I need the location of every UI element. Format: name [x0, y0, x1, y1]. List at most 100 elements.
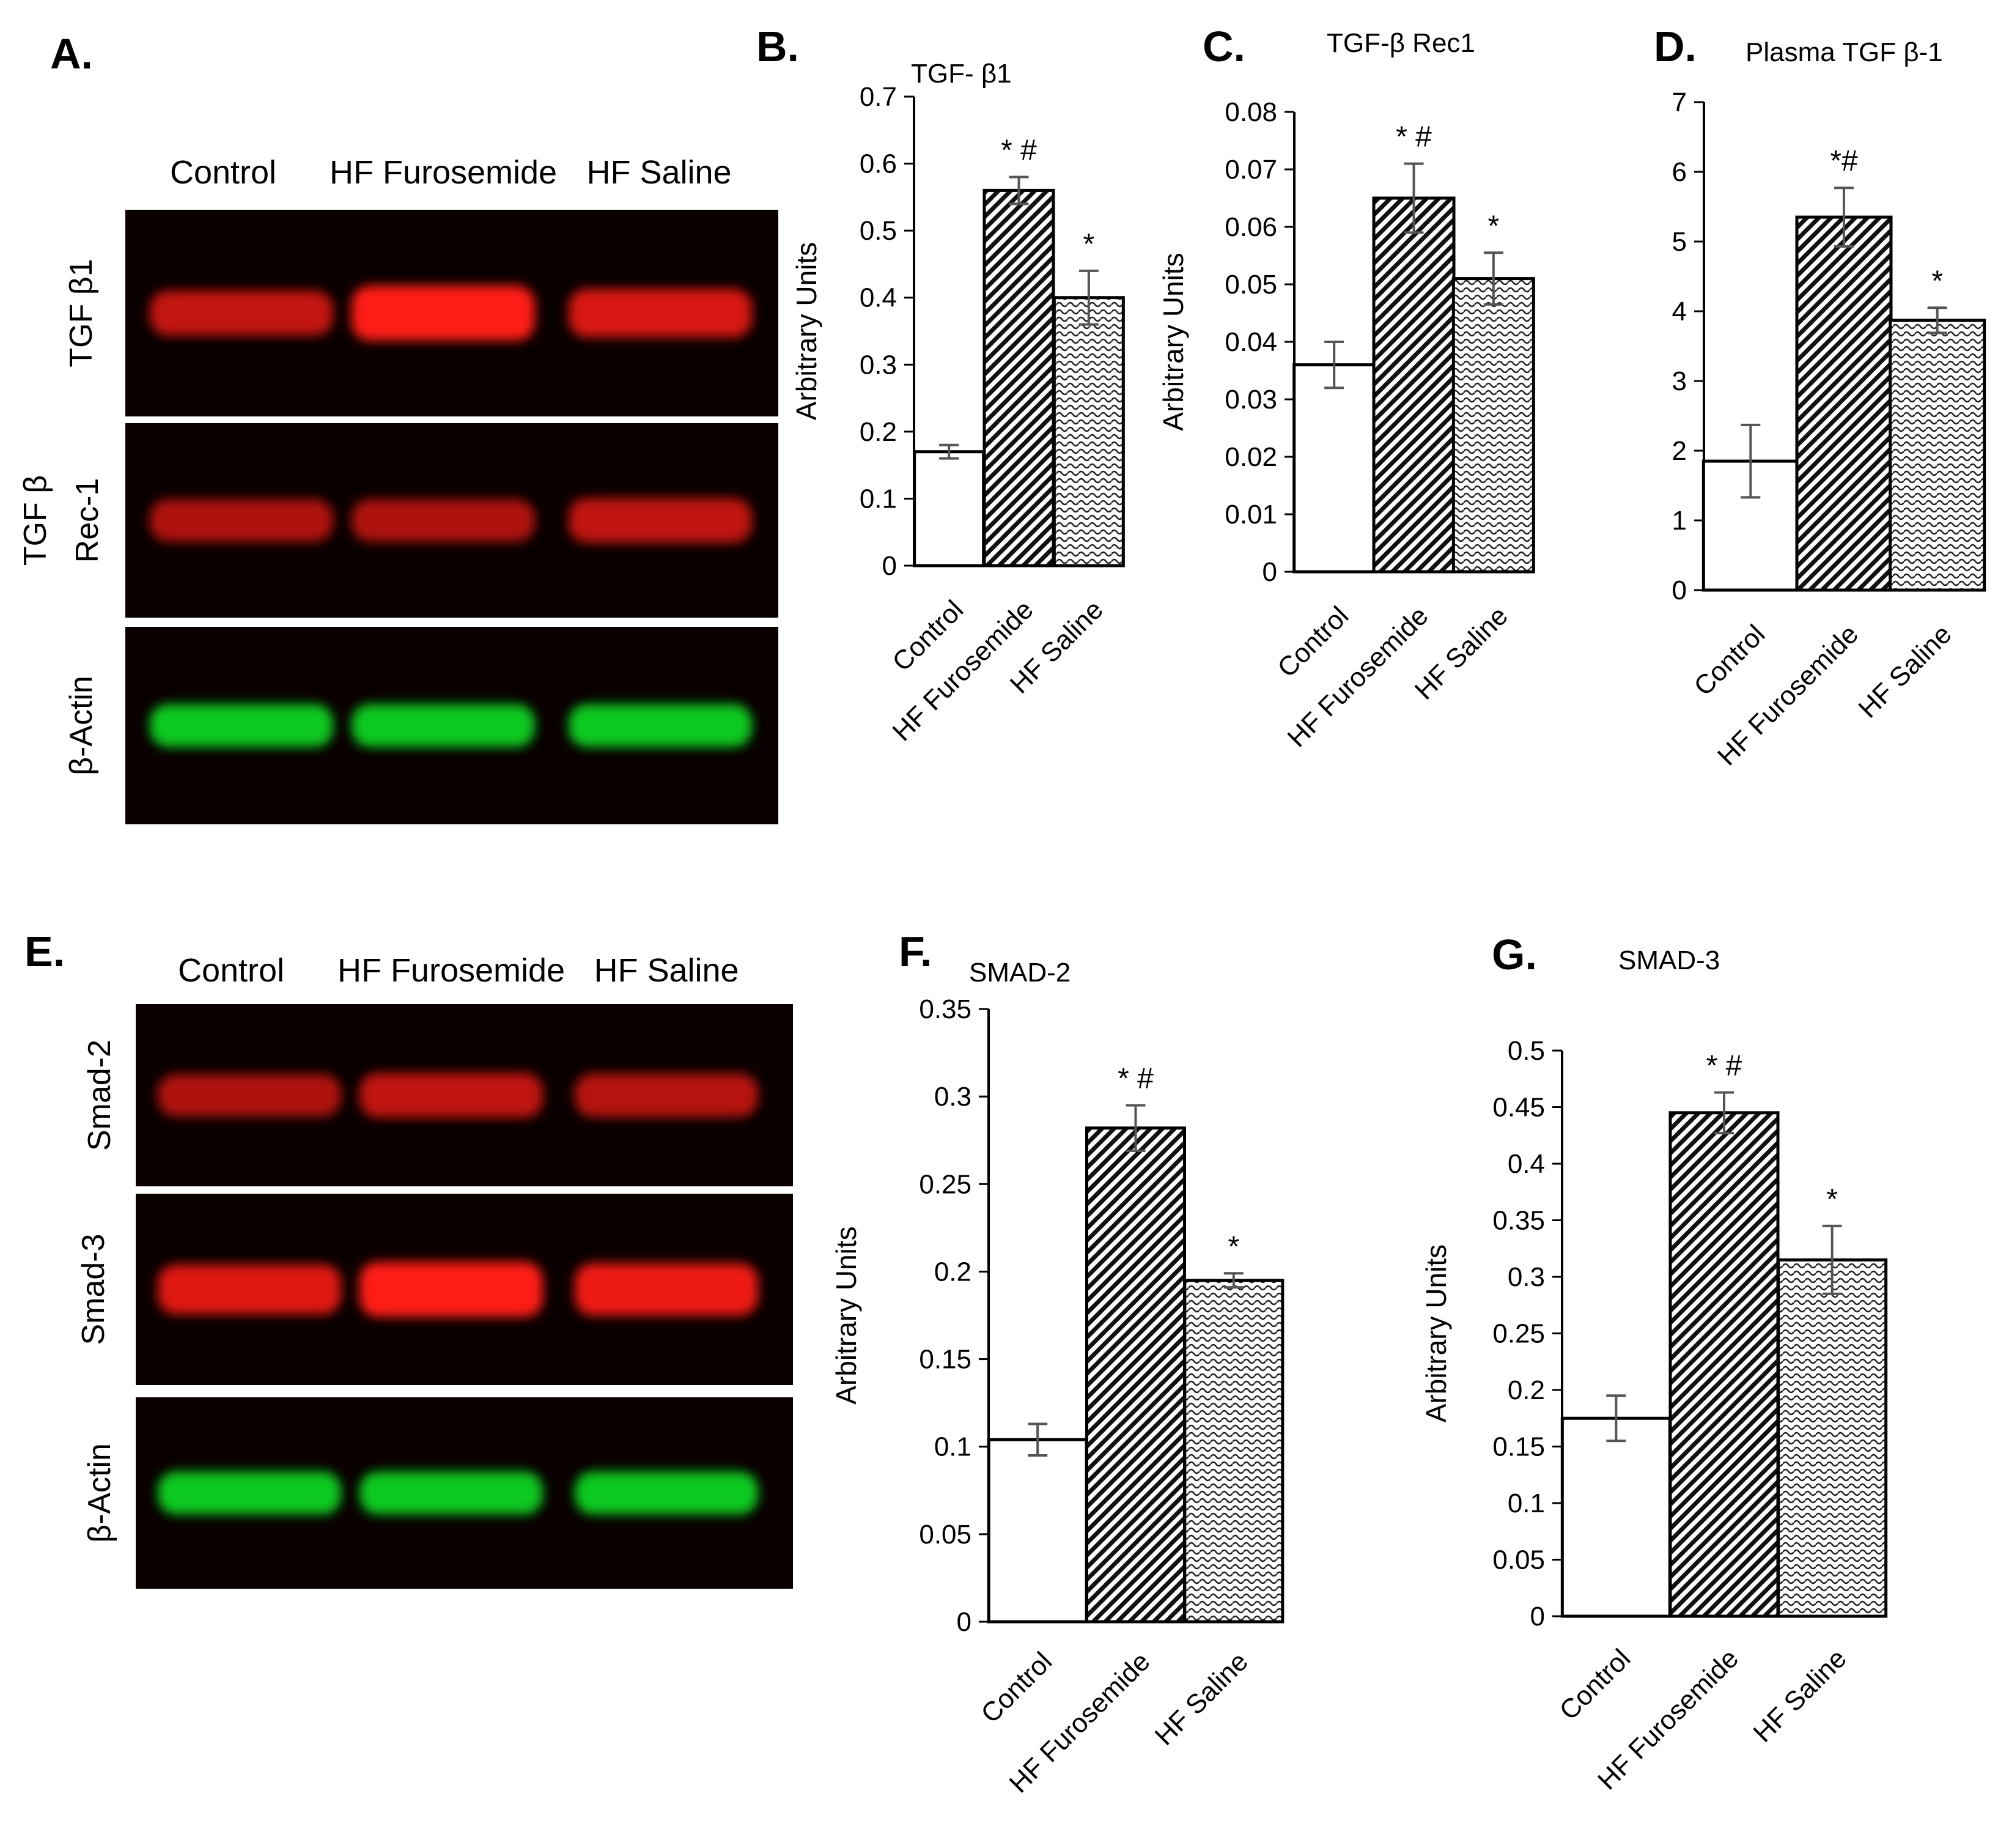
blot-a-lane-label-hf-saline: HF Saline [586, 154, 731, 191]
significance-marker: * [1083, 228, 1094, 261]
blot_A-row-label: Rec-1 [70, 478, 105, 563]
blot_A-row-3-band-lane-3 [569, 704, 752, 747]
blot_E-row-2-band-lane-3 [575, 1263, 758, 1316]
y-tick-label: 0.04 [1225, 327, 1277, 357]
y-tick-label: 7 [1672, 87, 1687, 117]
significance-marker: * # [1396, 121, 1432, 153]
blot_A-row-2-band-lane-2 [352, 499, 535, 542]
blot_E-row-1-band-lane-1 [158, 1074, 341, 1117]
bar-hf-furosemide [1668, 1111, 1780, 1618]
significance-marker: * [1826, 1183, 1838, 1216]
y-tick-label: 0 [1263, 557, 1277, 587]
y-axis-label: Arbitrary Units [830, 1226, 862, 1404]
blot_E-row-label: Smad-3 [76, 1233, 111, 1345]
panel-letter: B. [756, 23, 799, 70]
blot_A-row-label: β-Actin [64, 676, 99, 775]
y-tick-label: 0.05 [919, 1520, 971, 1550]
y-tick-label: 6 [1672, 157, 1687, 187]
x-category-label: HF Saline [1852, 619, 1957, 723]
blot_A-row-1-band-lane-1 [150, 290, 333, 336]
y-tick-label: 4 [1672, 297, 1687, 327]
blot_E-row-3-band-lane-3 [575, 1471, 758, 1515]
blot_A-row-label: TGF β1 [64, 259, 99, 367]
chart-title: SMAD-2 [969, 958, 1071, 988]
y-tick-label: 5 [1672, 227, 1687, 257]
blot_E-row-label: β-Actin [82, 1443, 117, 1543]
panel-letter-a: A. [50, 30, 93, 78]
x-category-label: HF Furosemide [1282, 601, 1434, 753]
significance-marker: *# [1830, 145, 1858, 177]
y-tick-label: 3 [1672, 366, 1687, 396]
y-tick-label: 0.35 [1492, 1206, 1545, 1236]
y-tick-label: 0.2 [934, 1257, 971, 1287]
bar-control [1292, 363, 1376, 574]
significance-marker: * [1228, 1230, 1239, 1263]
y-tick-label: 0.25 [1492, 1319, 1545, 1349]
y-tick-label: 0.4 [860, 283, 897, 313]
y-tick-label: 0 [957, 1607, 971, 1637]
y-tick-label: 2 [1672, 436, 1687, 466]
bar-hf-saline [1183, 1279, 1285, 1624]
y-tick-label: 0.1 [1508, 1488, 1545, 1518]
y-tick-label: 0.45 [1492, 1093, 1545, 1123]
blot_E-row-2-band-lane-2 [359, 1262, 543, 1317]
y-tick-label: 0.7 [860, 82, 897, 112]
blot_A-row-3-band-lane-1 [150, 704, 333, 747]
significance-marker: * # [1706, 1049, 1742, 1082]
blot-a-lane-label-control: Control [170, 154, 276, 191]
chart-title: TGF- β1 [911, 59, 1012, 89]
blot_E-row-3-band-lane-2 [359, 1471, 543, 1515]
bar-hf-saline [1052, 296, 1125, 567]
blot_A-row-3-band-lane-2 [352, 704, 535, 747]
blot-e-lane-label-hf-furosemide: HF Furosemide [337, 952, 565, 989]
bar-hf-saline [1451, 277, 1535, 574]
y-tick-label: 0.2 [1508, 1375, 1545, 1405]
x-category-label: Control [1554, 1643, 1636, 1726]
significance-marker: * # [1001, 134, 1037, 166]
chart-title: TGF-β Rec1 [1327, 28, 1475, 58]
y-tick-label: 0.15 [1492, 1432, 1545, 1462]
y-tick-label: 0.3 [860, 350, 897, 380]
y-axis-label: Arbitrary Units [1157, 253, 1189, 431]
bar-control [987, 1438, 1088, 1624]
blot_A-row-1-band-lane-2 [352, 286, 535, 341]
significance-marker: * # [1118, 1062, 1154, 1095]
panel-letter-e: E. [24, 928, 65, 975]
blot_A-row-2-band-lane-1 [150, 499, 333, 542]
x-category-label: HF Saline [1149, 1646, 1254, 1751]
blot_E-row-label: Smad-2 [82, 1040, 117, 1151]
y-tick-label: 0.3 [934, 1082, 971, 1112]
y-tick-label: 1 [1672, 506, 1687, 536]
y-tick-label: 0.03 [1225, 385, 1277, 415]
y-tick-label: 0.6 [860, 149, 897, 179]
y-tick-label: 0.05 [1225, 270, 1277, 300]
bar-hf-furosemide [1085, 1126, 1186, 1624]
blot_E-row-2-band-lane-1 [158, 1264, 341, 1315]
blot_A-row-2-band-lane-3 [569, 498, 752, 543]
x-category-label: Control [1688, 619, 1771, 701]
bar-chart-b: B. TGF- β1 0 0.1 0.2 0.3 0.4 0.5 0.6 0.7 Arbitrary… [756, 23, 1125, 747]
panel-letter: C. [1203, 23, 1245, 70]
blot-e-lane-label-hf-saline: HF Saline [594, 952, 739, 989]
blot-panel-a: A. Control HF Furosemide HF Saline TGF β… [18, 30, 778, 824]
y-tick-label: 0.05 [1492, 1545, 1545, 1575]
blot-e-lane-label-control: Control [178, 952, 284, 989]
bar-hf-furosemide [1372, 196, 1456, 574]
significance-marker: * [1931, 265, 1943, 297]
bar-control [913, 450, 986, 567]
y-tick-label: 0.3 [1508, 1262, 1545, 1292]
y-tick-label: 0.1 [860, 484, 897, 514]
bar-hf-furosemide [1795, 215, 1893, 592]
panel-letter: F. [899, 928, 932, 975]
y-tick-label: 0.01 [1225, 500, 1277, 530]
blot_A-row-1-band-lane-3 [569, 289, 752, 338]
bar-chart-g: G. SMAD-3 0 0.05 0.1 0.15 0.2 0.25 0.3 0.35 0.4 0.4… [1420, 931, 1888, 1795]
bar-chart-c: C. TGF-β Rec1 0 0.01 0.02 0.03 0.04 0.05 0.06 0.0… [1157, 23, 1535, 753]
blot_E-row-1-band-lane-3 [575, 1073, 758, 1117]
chart-title: Plasma TGF β-1 [1745, 37, 1943, 67]
chart-title: SMAD-3 [1618, 945, 1720, 975]
blot_A-row-label: TGF β [18, 475, 53, 566]
y-tick-label: 0.07 [1225, 155, 1277, 185]
y-tick-label: 0.06 [1225, 212, 1277, 242]
x-category-label: HF Saline [1747, 1643, 1852, 1748]
